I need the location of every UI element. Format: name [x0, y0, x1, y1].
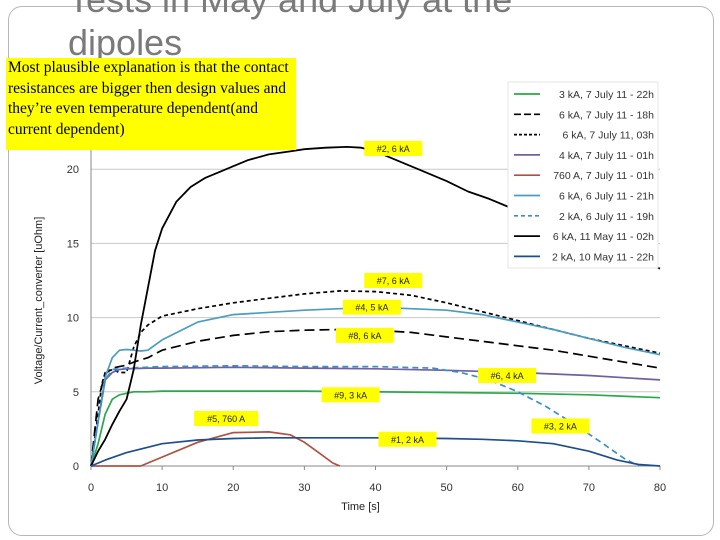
legend-label: 4 kA, 7 July 11 - 01h — [559, 150, 654, 162]
series-line-3 — [90, 290, 661, 467]
annotation-box — [364, 140, 423, 156]
annotation-label: #8, 6 kA — [348, 331, 381, 341]
legend-label: 6 kA, 11 May 11 - 02h — [553, 231, 654, 243]
y-tick-label: 20 — [67, 164, 79, 176]
legend-label: 2 kA, 6 July 11 - 19h — [559, 211, 654, 223]
x-tick-label: 50 — [441, 482, 453, 494]
x-tick-label: 40 — [369, 482, 381, 494]
series-line-7 — [90, 364, 640, 467]
y-tick-label: 15 — [67, 238, 79, 250]
annotation-label: #6, 4 kA — [491, 371, 524, 381]
legend-layer: 3 kA, 7 July 11 - 22h 6 kA, 7 July 11 - 1… — [507, 81, 659, 269]
annotation-label: #5, 760 A — [207, 414, 245, 424]
series-line-9 — [90, 436, 661, 467]
y-tick-label: 10 — [67, 313, 79, 325]
annotation-box — [378, 431, 437, 447]
x-tick-label: 30 — [298, 482, 310, 494]
legend-label: 3 kA, 7 July 11 - 22h — [559, 89, 654, 101]
annotation-label: #7, 6 kA — [377, 276, 410, 286]
annotation-box — [335, 327, 394, 343]
x-tick-label: 60 — [512, 482, 524, 494]
series-line-2 — [90, 328, 661, 467]
annotation-box — [194, 411, 259, 427]
legend-label: 6 kA, 6 July 11 - 21h — [559, 191, 654, 203]
legend-label: 6 kA, 7 July 11 - 18h — [559, 109, 654, 121]
legend-label: 760 A, 7 July 11 - 01h — [553, 170, 654, 182]
x-tick-label: 0 — [88, 482, 94, 494]
y-axis-label: Voltage/Current_converter [uOhm] — [33, 217, 45, 385]
annotation-label: #2, 6 kA — [377, 144, 410, 154]
series-layer — [90, 146, 661, 467]
series-line-6 — [90, 306, 661, 467]
annotation-box — [531, 418, 590, 434]
y-tick-label: 0 — [73, 461, 79, 473]
slide-title-line2: dipoles — [68, 22, 183, 64]
x-tick-label: 80 — [654, 482, 666, 494]
legend-label: 6 kA, 7 July 11, 03h — [563, 130, 655, 142]
explanation-note: Most plausible explanation is that the c… — [6, 58, 296, 150]
x-axis-label: Time [s] — [341, 501, 380, 513]
x-tick-label: 10 — [156, 482, 168, 494]
annotation-label: #9, 3 kA — [334, 390, 367, 400]
x-tick-label: 20 — [227, 482, 239, 494]
slide-title: Tests in May and July at the dipoles — [68, 0, 512, 64]
annotation-label: #3, 2 kA — [544, 421, 577, 431]
annotation-label: #1, 2 kA — [391, 435, 424, 445]
axes-layer: 0 5 10 15 20 0 10 20 30 40 50 60 70 80 Time [s] Voltage… — [33, 95, 666, 513]
annotation-box — [342, 299, 401, 315]
series-line-5 — [91, 431, 341, 467]
annotation-layer: #2, 6 kA #7, 6 kA #4, 5 kA #8, 6 kA #6, 4 kA… — [194, 140, 590, 447]
y-tick-label: 5 — [73, 387, 79, 399]
annotation-label: #4, 5 kA — [355, 303, 388, 313]
annotation-box — [321, 387, 380, 403]
annotation-box — [364, 273, 423, 288]
annotation-box — [478, 367, 537, 383]
legend-label: 2 kA, 10 May 11 - 22h — [552, 251, 654, 263]
x-tick-label: 70 — [583, 482, 595, 494]
series-line-1 — [90, 390, 661, 467]
slide-frame — [8, 6, 714, 536]
slide-title-line1: Tests in May and July at the — [68, 0, 512, 20]
